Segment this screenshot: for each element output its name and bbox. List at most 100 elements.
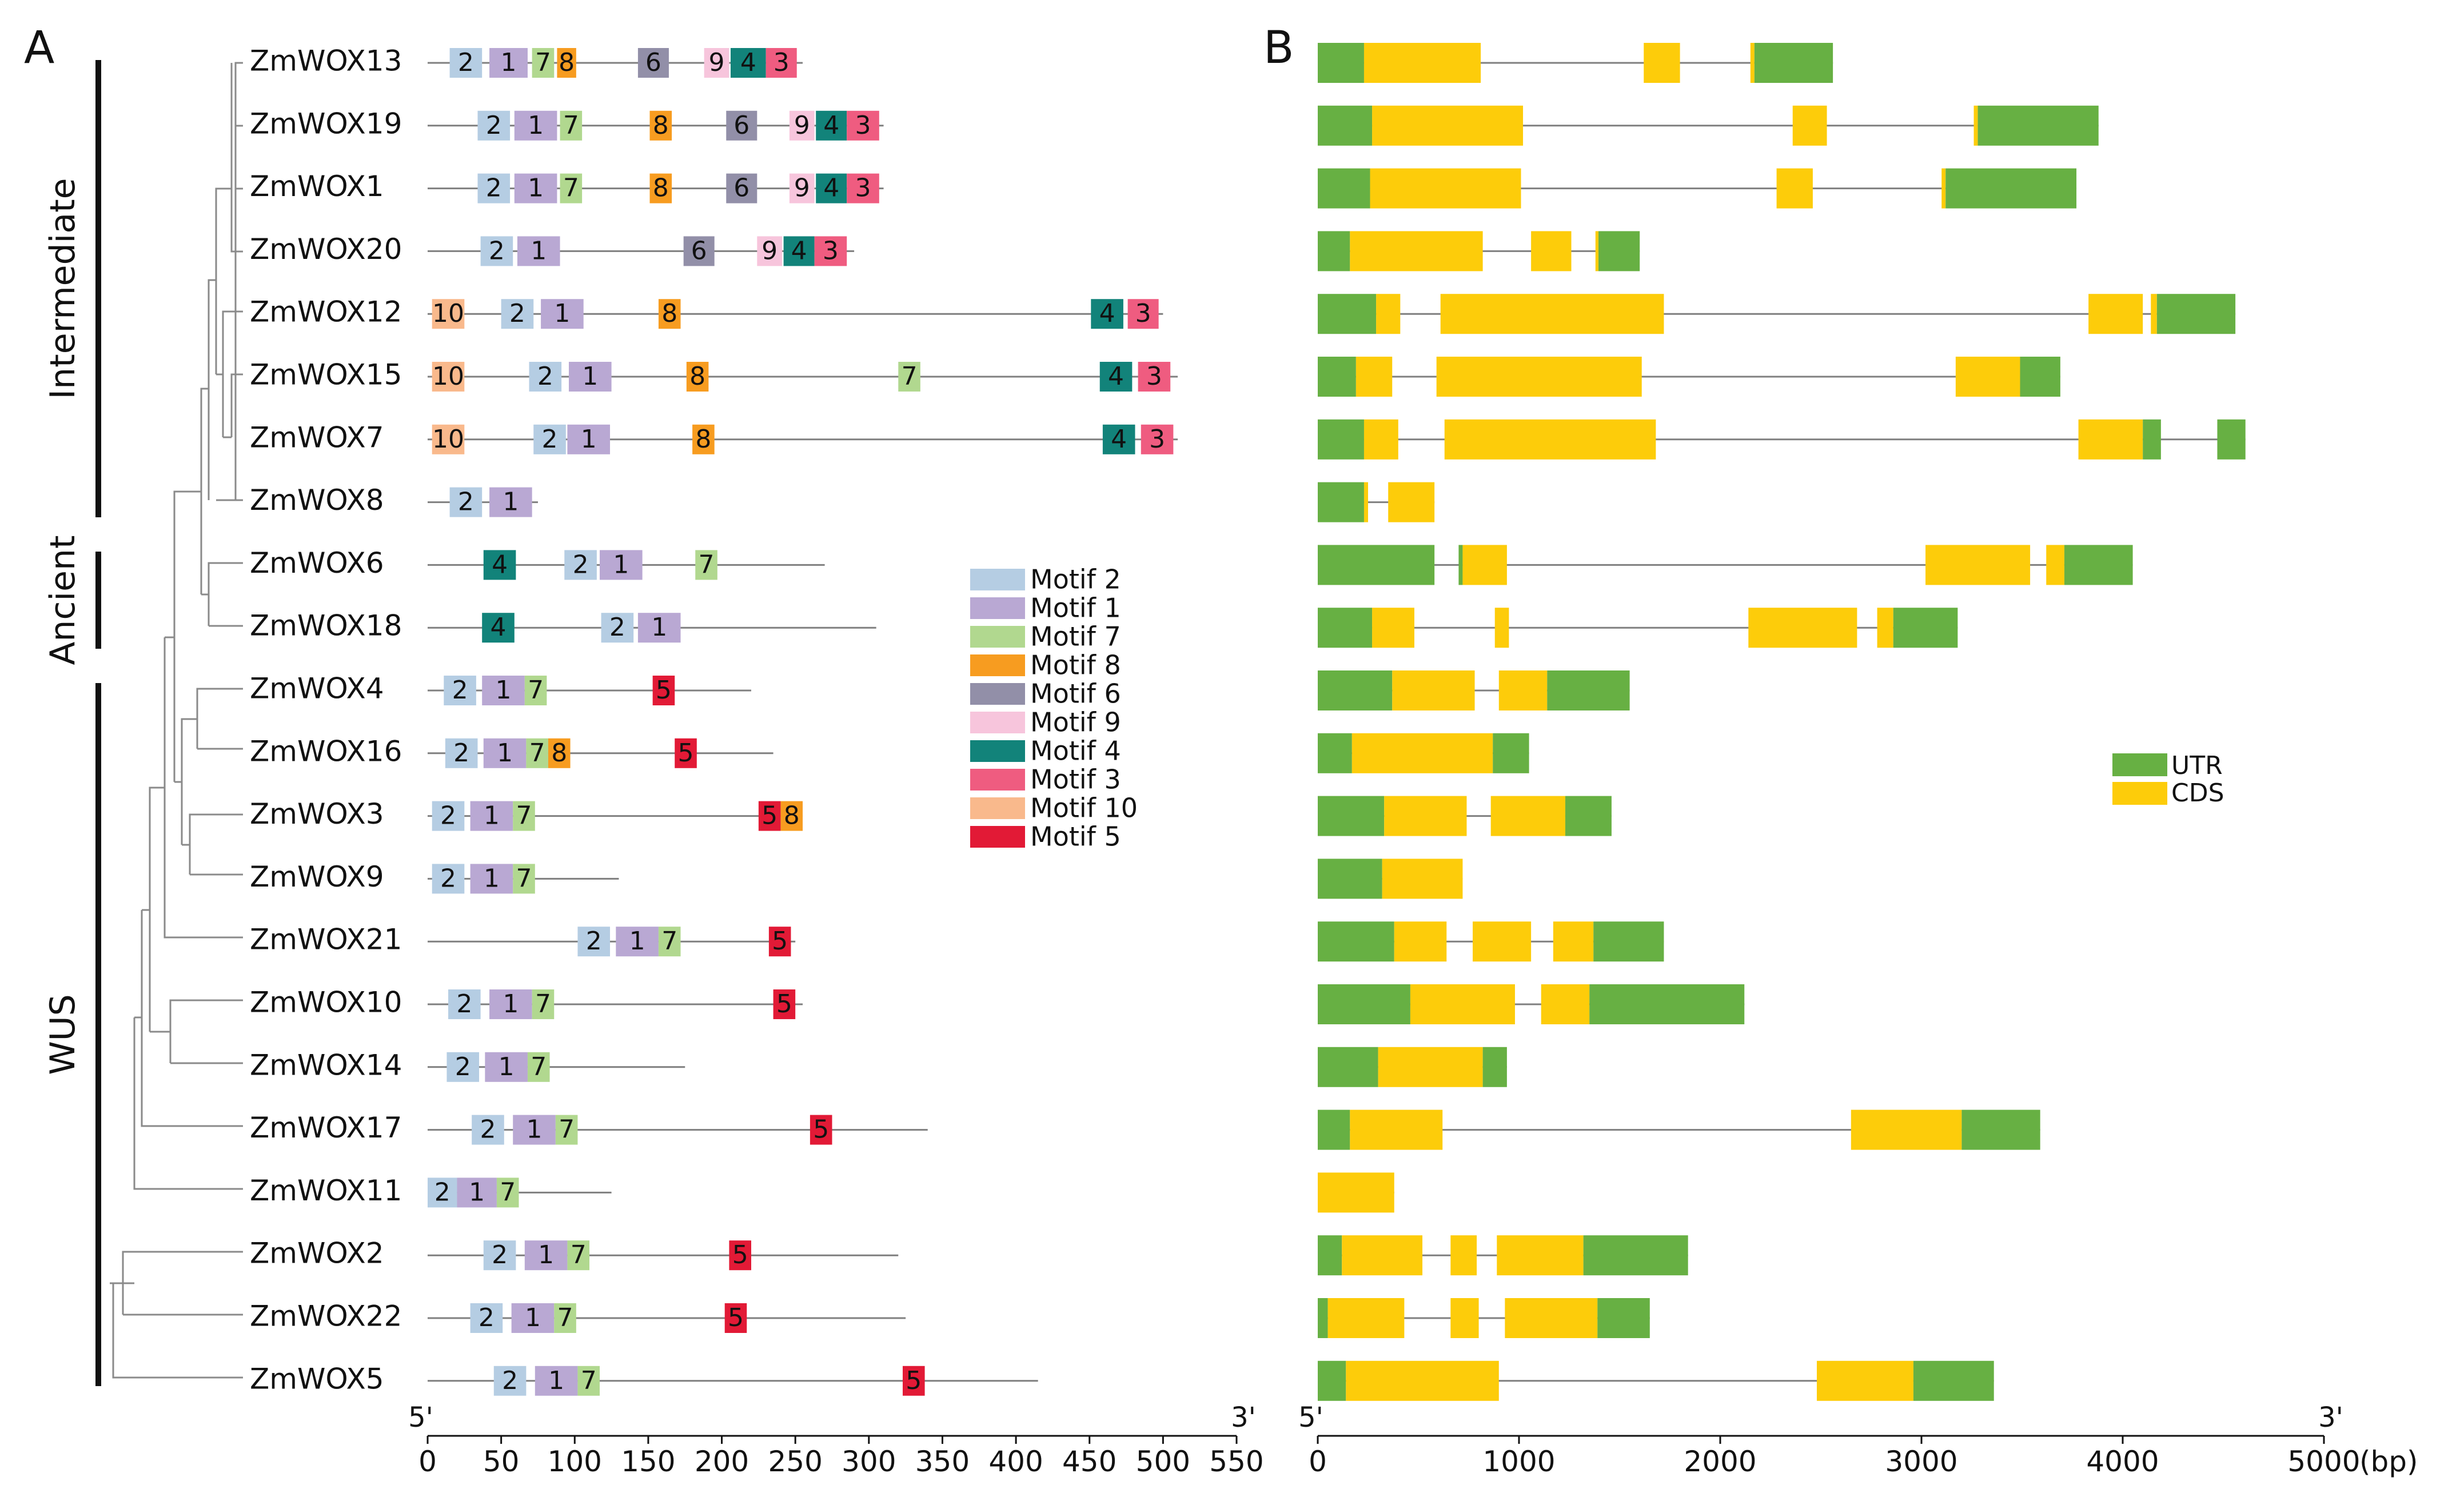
motif-1-label: 1 <box>531 236 547 265</box>
motif-1-box <box>567 424 611 454</box>
gene-label-zmwox6: ZmWOX6 <box>250 546 384 580</box>
motif-2-box <box>470 1303 503 1333</box>
utr-segment <box>1318 859 1382 899</box>
utr-segment <box>1318 921 1394 962</box>
cds-segment <box>2078 419 2143 460</box>
motif-1-box <box>470 801 513 831</box>
utr-segment <box>1547 670 1630 710</box>
utr-segment <box>1318 670 1393 710</box>
motif-3-label: 3 <box>1149 425 1165 454</box>
motif-2-box <box>601 613 634 643</box>
gene-label-zmwox4: ZmWOX4 <box>250 672 384 705</box>
motif-2-box <box>449 48 483 78</box>
cds-segment <box>1372 608 1414 648</box>
utr-segment <box>1458 545 1463 585</box>
axis-end-label: 3' <box>2318 1402 2343 1434</box>
motif-1-label: 1 <box>554 299 570 328</box>
motif-tracks: 2 1 7 8 6 9 4 32 1 7 8 6 9 4 32 1 7 8 6 9 4 32 1 6 9 4 310 2 1 8 4 310 2… <box>428 48 1178 1396</box>
cds-segment <box>1410 984 1515 1024</box>
motif-6-label: 6 <box>733 111 749 140</box>
cds-segment <box>1351 733 1493 773</box>
motif-2-label: 2 <box>573 550 589 579</box>
axis-tick-label: 400 <box>988 1445 1043 1478</box>
motif-7-label: 7 <box>531 1052 547 1081</box>
utr-segment <box>1318 419 1364 460</box>
group-label-intermediate: Intermediate <box>43 178 83 399</box>
axis-a: 0 50 100 150 200 250 300 350 400 450 500 550 5' 3' <box>408 1402 1264 1478</box>
motif-10-box <box>432 362 465 392</box>
axis-start-label: 5' <box>1298 1402 1323 1434</box>
motif-1-box <box>470 864 513 894</box>
cds-segment <box>2046 545 2064 585</box>
motif-7-label: 7 <box>535 989 551 1019</box>
motif-9-label: 9 <box>761 236 778 265</box>
motif-1-box <box>637 613 681 643</box>
motif-8-label: 8 <box>689 362 705 391</box>
motif-1-box <box>535 1366 578 1396</box>
utr-segment <box>1754 43 1833 83</box>
motif-7-label: 7 <box>500 1177 516 1207</box>
cds-segment <box>1346 1360 1499 1401</box>
motif-7-box <box>527 1052 550 1082</box>
motif-2-box <box>477 110 511 141</box>
gene-label-zmwox2: ZmWOX2 <box>250 1237 384 1270</box>
cds-segment <box>1644 43 1680 83</box>
motif-9-box <box>789 110 815 141</box>
motif-7-label: 7 <box>571 1240 587 1270</box>
motif-3-box <box>1127 299 1159 329</box>
utr-segment <box>1565 796 1612 836</box>
cds-segment <box>1450 1235 1477 1276</box>
motif-7-box <box>513 801 535 831</box>
motif-8-box <box>780 801 803 831</box>
motif-1-box <box>513 1115 556 1145</box>
gene-structures <box>1318 43 2246 1401</box>
motif-8-label: 8 <box>653 111 669 140</box>
gene-label-zmwox11: ZmWOX11 <box>250 1174 402 1207</box>
motif-2-label: 2 <box>492 1240 508 1270</box>
cds-segment <box>1553 921 1594 962</box>
axis-tick-label: 5000 <box>2287 1445 2360 1478</box>
cds-segment <box>1394 921 1447 962</box>
cds-segment <box>1955 357 2020 397</box>
motif-10-legend-swatch <box>970 797 1025 819</box>
gene-label-zmwox15: ZmWOX15 <box>250 358 402 392</box>
motif-1-box <box>568 362 612 392</box>
cds-segment <box>1473 921 1532 962</box>
motif-2-box <box>480 236 513 266</box>
gene-label-zmwox19: ZmWOX19 <box>250 107 402 140</box>
cds-segment <box>2088 294 2143 334</box>
motif-2-box <box>432 801 465 831</box>
motif-8-label: 8 <box>653 174 669 203</box>
utr-segment <box>1318 984 1410 1024</box>
gene-labels: ZmWOX13 ZmWOX19 ZmWOX1 ZmWOX20 ZmWOX12 ZmWOX1… <box>250 45 402 1396</box>
utr-segment <box>1318 294 1377 334</box>
motif-3-box <box>847 110 879 141</box>
motif-10-label: 10 <box>432 299 464 328</box>
motif-2-label: 2 <box>489 236 505 265</box>
axis-tick-label: 2000 <box>1684 1445 1756 1478</box>
axis-tick-label: 0 <box>418 1445 437 1478</box>
motif-1-label: 1 <box>503 989 519 1019</box>
motif-1-box <box>482 676 525 705</box>
axis-start-label: 5' <box>408 1402 433 1434</box>
gene-label-zmwox8: ZmWOX8 <box>250 484 384 517</box>
axis-tick-label: 450 <box>1062 1445 1117 1478</box>
motif-5-label: 5 <box>732 1240 748 1270</box>
motif-7-label: 7 <box>529 738 545 768</box>
motif-8-label: 8 <box>559 48 575 77</box>
axis-tick-label: 500 <box>1136 1445 1190 1478</box>
motif-10-legend-label: Motif 10 <box>1030 793 1138 824</box>
motif-3-label: 3 <box>855 111 871 140</box>
cds-segment <box>1378 1047 1483 1087</box>
gene-label-zmwox10: ZmWOX10 <box>250 986 402 1019</box>
motif-1-label: 1 <box>527 1115 543 1144</box>
utr-segment <box>1977 105 2099 146</box>
motif-7-box <box>560 173 583 203</box>
motif-1-box <box>600 550 643 580</box>
motif-2-label: 2 <box>537 362 553 391</box>
motif-5-box <box>724 1303 747 1333</box>
motif-7-box <box>524 676 547 705</box>
cds-segment <box>1376 294 1401 334</box>
motif-2-label: 2 <box>486 174 502 203</box>
motif-2-label: 2 <box>453 738 469 768</box>
